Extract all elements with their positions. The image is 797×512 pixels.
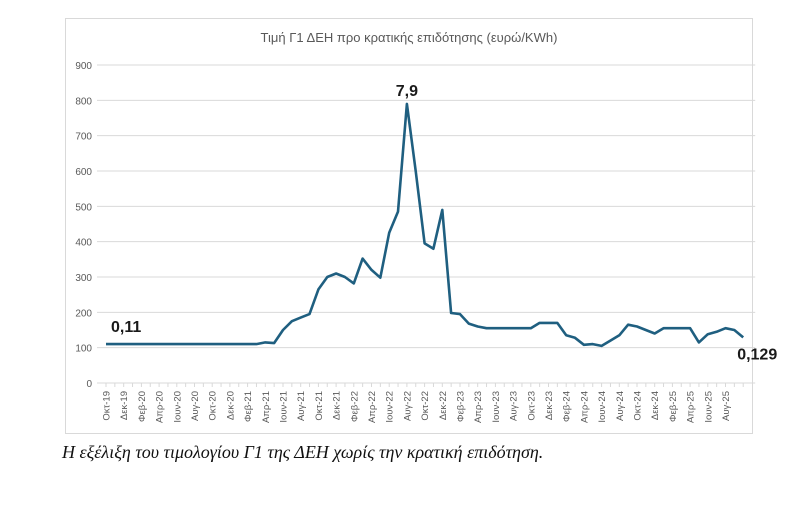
x-tick-label: Ιουν-22 bbox=[385, 391, 396, 423]
x-tick-label: Απρ-20 bbox=[155, 391, 166, 423]
x-tick-label: Ιουν-25 bbox=[703, 391, 714, 423]
line-chart: Τιμή Γ1 ΔΕΗ προ κρατικής επιδότησης (ευρ… bbox=[75, 30, 777, 423]
y-tick-label: 800 bbox=[75, 96, 92, 107]
y-tick-label: 600 bbox=[75, 167, 92, 178]
x-tick-label: Δεκ-24 bbox=[650, 391, 661, 420]
x-tick-label: Ιουν-23 bbox=[491, 391, 502, 423]
y-tick-label: 300 bbox=[75, 273, 92, 284]
x-tick-label: Φεβ-21 bbox=[243, 391, 254, 422]
x-tick-label: Δεκ-19 bbox=[119, 391, 130, 420]
y-tick-label: 500 bbox=[75, 202, 92, 213]
x-tick-label: Αυγ-25 bbox=[721, 391, 732, 421]
x-tick-label: Απρ-25 bbox=[686, 391, 697, 423]
x-tick-label: Απρ-24 bbox=[579, 391, 590, 423]
series-line bbox=[106, 102, 745, 348]
x-tick-label: Αυγ-21 bbox=[296, 391, 307, 421]
data-label: 0,11 bbox=[111, 319, 141, 336]
x-tick-label: Ιουν-20 bbox=[172, 391, 183, 423]
y-tick-label: 900 bbox=[75, 61, 92, 72]
x-tick-label: Φεβ-23 bbox=[456, 391, 467, 422]
x-tick-label: Απρ-22 bbox=[367, 391, 378, 423]
y-tick-label: 200 bbox=[75, 308, 92, 319]
x-tick-label: Αυγ-20 bbox=[190, 391, 201, 421]
x-tick-label: Φεβ-20 bbox=[137, 391, 148, 422]
chart-frame bbox=[65, 18, 753, 434]
x-tick-label: Απρ-21 bbox=[261, 391, 272, 423]
x-tick-label: Ιουν-24 bbox=[597, 391, 608, 423]
x-tick-label: Οκτ-24 bbox=[633, 391, 644, 421]
x-tick-label: Δεκ-21 bbox=[332, 391, 343, 420]
x-tick-label: Οκτ-20 bbox=[208, 391, 219, 421]
x-tick-label: Οκτ-21 bbox=[314, 391, 325, 421]
x-tick-label: Οκτ-22 bbox=[420, 391, 431, 421]
x-tick-label: Οκτ-23 bbox=[526, 391, 537, 421]
chart-title: Τιμή Γ1 ΔΕΗ προ κρατικής επιδότησης (ευρ… bbox=[261, 30, 558, 45]
x-tick-label: Αυγ-24 bbox=[615, 391, 626, 421]
data-label: 0,129 bbox=[737, 346, 777, 363]
y-tick-label: 0 bbox=[86, 379, 92, 390]
x-tick-label: Δεκ-22 bbox=[438, 391, 449, 420]
x-tick-label: Δεκ-23 bbox=[544, 391, 555, 420]
data-label: 7,9 bbox=[396, 83, 418, 100]
y-tick-label: 400 bbox=[75, 238, 92, 249]
x-tick-label: Δεκ-20 bbox=[225, 391, 236, 420]
x-tick-label: Αυγ-22 bbox=[402, 391, 413, 421]
y-tick-label: 100 bbox=[75, 344, 92, 355]
y-tick-label: 700 bbox=[75, 132, 92, 143]
x-tick-label: Απρ-23 bbox=[473, 391, 484, 423]
x-tick-label: Φεβ-22 bbox=[349, 391, 360, 422]
figure-caption: Η εξέλιξη του τιμολογίου Γ1 της ΔΕΗ χωρί… bbox=[62, 442, 544, 462]
x-tick-label: Φεβ-25 bbox=[668, 391, 679, 422]
x-tick-label: Αυγ-23 bbox=[509, 391, 520, 421]
x-tick-label: Ιουν-21 bbox=[279, 391, 290, 423]
x-tick-label: Οκτ-19 bbox=[102, 391, 113, 421]
x-tick-label: Φεβ-24 bbox=[562, 391, 573, 422]
